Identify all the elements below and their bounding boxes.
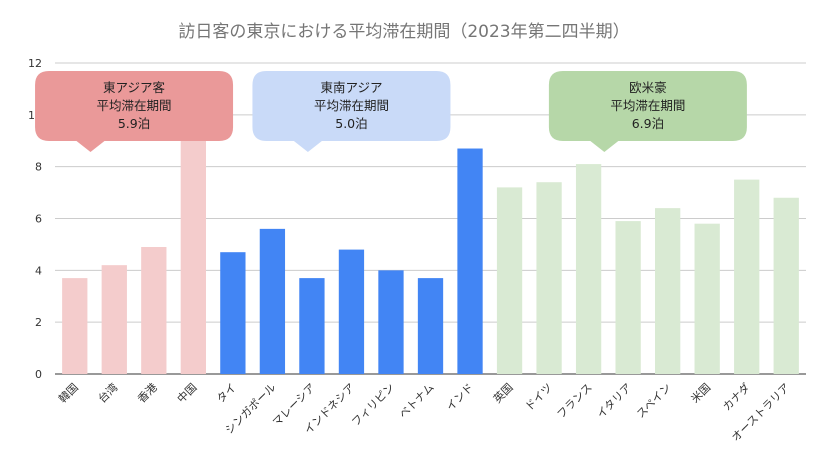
bar: [694, 223, 720, 374]
bar: [575, 164, 602, 374]
callout-bubble: [548, 71, 747, 152]
bars: [62, 138, 799, 374]
bar: [496, 187, 523, 374]
x-tick-label: 中国: [175, 381, 200, 406]
x-tick-label: スペイン: [634, 381, 674, 421]
y-tick-label: 6: [35, 213, 42, 226]
callout-label: 欧米豪: [629, 80, 667, 95]
callout-label: 平均滞在期間: [314, 98, 389, 113]
x-tick-label: 香港: [135, 381, 160, 406]
bar: [62, 278, 88, 374]
callout-label: 平均滞在期間: [610, 98, 685, 113]
y-tick-label: 8: [35, 161, 42, 174]
x-axis-labels: 韓国 台湾 香港 中国 タイシンガポールマレーシアインドネシアフィリピン ベトナム インド英…: [56, 380, 792, 444]
x-tick-label: カナダ: [720, 380, 753, 413]
bar: [220, 252, 246, 374]
x-tick-label: フィリピン: [349, 381, 397, 429]
bar: [141, 247, 167, 374]
callout-label: 東アジア客: [103, 80, 166, 95]
x-tick-label: 台湾: [95, 380, 120, 405]
bar: [180, 138, 206, 374]
bar: [417, 278, 444, 374]
callout-label: 5.0泊: [335, 116, 367, 131]
callout-label: 6.9泊: [632, 116, 664, 131]
bar: [536, 182, 562, 374]
bar: [734, 179, 760, 374]
bar: [378, 270, 404, 374]
x-tick-label: ドイツ: [523, 381, 556, 414]
y-tick-label: 2: [35, 316, 42, 329]
x-tick-label: 英国: [490, 380, 515, 405]
y-tick-label: 0: [35, 368, 42, 381]
bar: [259, 228, 286, 374]
x-tick-label: タイ: [214, 381, 239, 406]
bar: [299, 278, 325, 374]
x-tick-label: フランス: [555, 381, 595, 421]
callout-label: 東南アジア: [320, 80, 382, 95]
x-tick-label: 米国: [689, 381, 714, 406]
bar: [615, 221, 641, 374]
x-tick-label: ベトナム: [397, 381, 437, 421]
y-tick-label: 4: [35, 264, 42, 277]
bar: [457, 148, 483, 374]
x-tick-label: イタリア: [594, 381, 634, 421]
chart-title: 訪日客の東京における平均滞在期間（2023年第二四半期）: [178, 22, 629, 42]
bar: [338, 249, 365, 374]
callout-bubble: [252, 71, 451, 152]
bar: [655, 208, 681, 374]
callout-bubble: [35, 71, 234, 152]
bar: [101, 265, 127, 374]
callout-label: 5.9泊: [118, 116, 150, 131]
bar: [773, 197, 799, 374]
x-tick-label: インド: [444, 381, 477, 414]
x-tick-label: 韓国: [56, 381, 81, 406]
callout-label: 平均滞在期間: [97, 98, 172, 113]
y-tick-label: 12: [28, 57, 42, 70]
